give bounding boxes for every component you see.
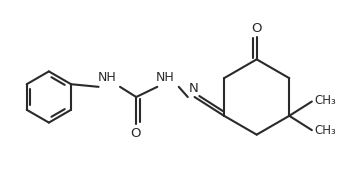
- Text: CH₃: CH₃: [314, 94, 336, 107]
- Text: O: O: [251, 22, 262, 35]
- Text: NH: NH: [98, 71, 116, 84]
- Text: N: N: [189, 82, 199, 95]
- Text: NH: NH: [156, 71, 175, 84]
- Text: O: O: [130, 127, 141, 140]
- Text: CH₃: CH₃: [314, 124, 336, 137]
